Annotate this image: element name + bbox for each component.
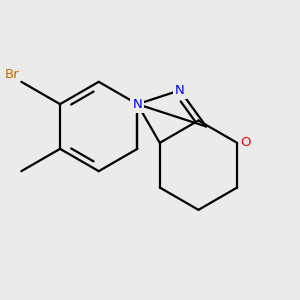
Text: O: O [241,136,251,149]
Text: N: N [175,84,185,97]
Text: Br: Br [4,68,19,81]
Text: N: N [133,98,142,111]
